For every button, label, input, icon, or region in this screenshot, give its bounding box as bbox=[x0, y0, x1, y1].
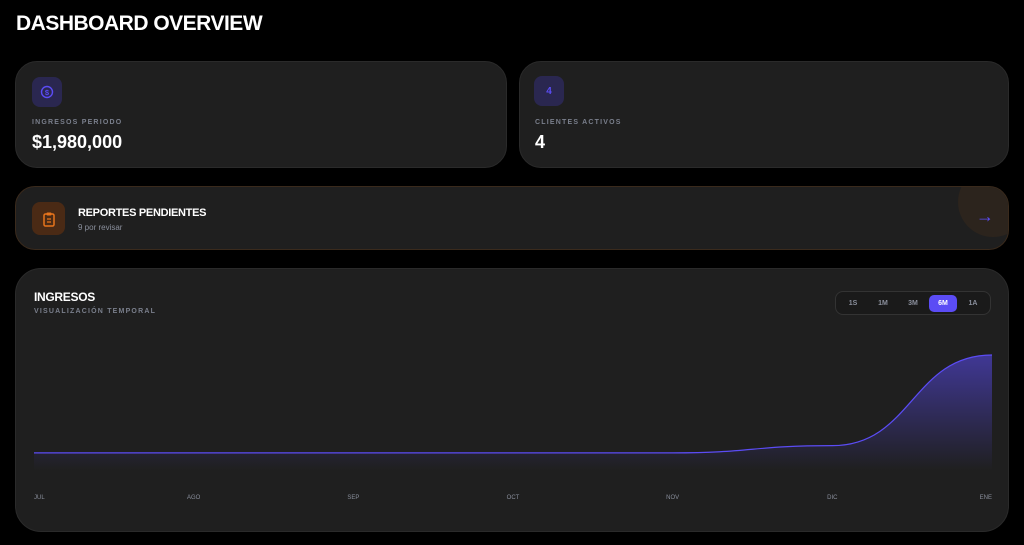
x-tick-label: OCT bbox=[507, 495, 520, 501]
stat-value: 4 bbox=[535, 132, 546, 152]
revenue-area-chart: JUL AGO SEP OCT NOV DIC ENE bbox=[33, 354, 993, 501]
x-tick-label: NOV bbox=[666, 495, 679, 501]
stat-label: INGRESOS PERIODO bbox=[32, 119, 123, 126]
range-tab-1s[interactable]: 1S bbox=[848, 299, 858, 307]
chart-title: INGRESOS bbox=[34, 290, 95, 304]
range-selector: 1S 1M 3M 6M 1A bbox=[835, 291, 991, 315]
clients-count-badge: 4 bbox=[534, 76, 564, 106]
x-tick-label: SEP bbox=[347, 495, 359, 501]
x-tick-label: ENE bbox=[980, 495, 992, 501]
page-title: DASHBOARD OVERVIEW bbox=[16, 12, 263, 35]
chart-subtitle: VISUALIZACIÓN TEMPORAL bbox=[34, 308, 157, 315]
dollar-circle-icon: $ bbox=[32, 77, 62, 107]
stat-value: $1,980,000 bbox=[32, 132, 123, 152]
arrow-right-icon[interactable]: → bbox=[976, 206, 994, 226]
reports-title: REPORTES PENDIENTES bbox=[78, 207, 207, 219]
clipboard-icon bbox=[32, 202, 65, 235]
range-tab-1a[interactable]: 1A bbox=[968, 299, 978, 307]
reports-subtitle: 9 por revisar bbox=[78, 223, 123, 232]
pending-reports-card[interactable]: REPORTES PENDIENTES 9 por revisar → bbox=[15, 186, 1009, 250]
x-tick-label: AGO bbox=[187, 495, 201, 501]
range-tab-6m[interactable]: 6M bbox=[929, 294, 957, 312]
svg-text:$: $ bbox=[45, 88, 50, 97]
revenue-stat-card: $ INGRESOS PERIODO $1,980,000 bbox=[15, 61, 507, 168]
series-line bbox=[33, 354, 993, 454]
range-tab-3m[interactable]: 3M bbox=[908, 299, 918, 307]
x-tick-label: DIC bbox=[827, 495, 838, 501]
area-fill bbox=[34, 355, 992, 471]
revenue-chart-panel: INGRESOS VISUALIZACIÓN TEMPORAL 1S 1M 3M… bbox=[15, 268, 1009, 532]
range-tab-1m[interactable]: 1M bbox=[878, 299, 888, 307]
stat-label: CLIENTES ACTIVOS bbox=[535, 119, 622, 126]
x-tick-label: JUL bbox=[34, 495, 45, 501]
clients-stat-card: 4 CLIENTES ACTIVOS 4 bbox=[519, 61, 1009, 168]
